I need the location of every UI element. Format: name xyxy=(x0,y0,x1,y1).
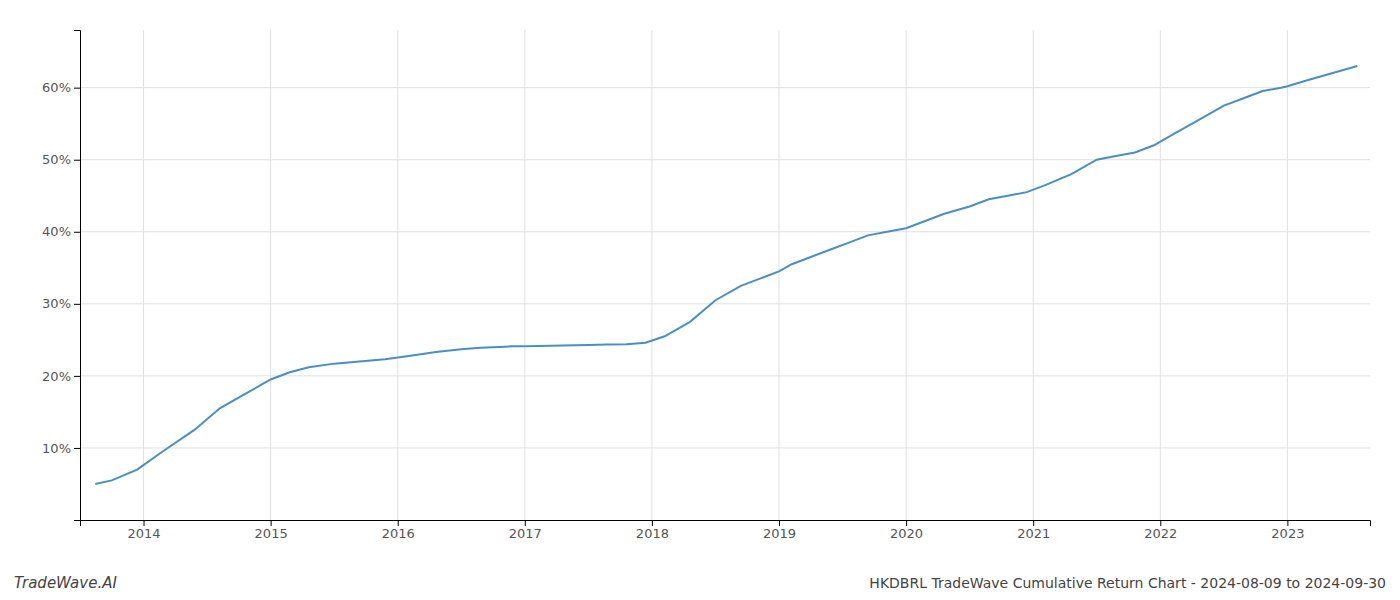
tick: 2016 xyxy=(382,520,415,541)
tick-label: 2020 xyxy=(890,526,923,541)
grid-line xyxy=(80,447,1370,448)
grid-line xyxy=(143,30,144,520)
tick-label: 2015 xyxy=(255,526,288,541)
chart: 2014 2015 2016 2017 2018 2019 2020 2021 2022 2023… xyxy=(0,0,1400,600)
grid-line xyxy=(80,87,1370,88)
tick-mark xyxy=(144,520,145,526)
tick-mark xyxy=(74,448,80,449)
tick-label: 2019 xyxy=(763,526,796,541)
tick-mark xyxy=(74,232,80,233)
tick-label: 40% xyxy=(42,224,71,239)
tick-mark xyxy=(1287,520,1288,526)
tick-label: 60% xyxy=(42,80,71,95)
grid-line xyxy=(270,30,271,520)
tick-mark xyxy=(74,376,80,377)
tick-label: 2018 xyxy=(636,526,669,541)
watermark: TradeWave.AI xyxy=(14,574,117,592)
grid-line xyxy=(397,30,398,520)
grid-line xyxy=(524,30,525,520)
grid-line xyxy=(80,159,1370,160)
tick: 40% xyxy=(42,224,80,239)
tick-label: 20% xyxy=(42,369,71,384)
tick: 20% xyxy=(42,369,80,384)
line xyxy=(95,66,1357,484)
title: HKDBRL TradeWave Cumulative Return Chart… xyxy=(869,575,1386,591)
tick: 2014 xyxy=(127,520,160,541)
grid-line xyxy=(1160,30,1161,520)
tick: 30% xyxy=(42,296,80,311)
grid xyxy=(80,30,1370,520)
tick-label: 10% xyxy=(42,441,71,456)
axis-line xyxy=(81,521,1371,527)
tick: 2015 xyxy=(255,520,288,541)
tick-mark xyxy=(271,520,272,526)
tick-label: 2022 xyxy=(1144,526,1177,541)
tick-label: 2021 xyxy=(1017,526,1050,541)
tick-mark xyxy=(779,520,780,526)
tick: 2023 xyxy=(1271,520,1304,541)
plot-area xyxy=(95,66,1357,484)
grid-line xyxy=(651,30,652,520)
grid-line xyxy=(779,30,780,520)
tick-label: 2023 xyxy=(1271,526,1304,541)
tick-mark xyxy=(652,520,653,526)
grid-line xyxy=(1033,30,1034,520)
tick-label: 2017 xyxy=(509,526,542,541)
y-axis: 10% 20% 30% 40% 50% 60% xyxy=(42,31,80,521)
x-axis: 2014 2015 2016 2017 2018 2019 2020 2021 2022 2023 xyxy=(81,520,1371,541)
tick-mark xyxy=(906,520,907,526)
axis-line xyxy=(74,31,81,521)
grid-line xyxy=(80,375,1370,376)
grid-line xyxy=(80,231,1370,232)
tick: 2019 xyxy=(763,520,796,541)
tick: 50% xyxy=(42,152,80,167)
tick-label: 2014 xyxy=(127,526,160,541)
grid-line xyxy=(906,30,907,520)
tick-mark xyxy=(398,520,399,526)
tick: 2020 xyxy=(890,520,923,541)
tick: 2017 xyxy=(509,520,542,541)
tick: 10% xyxy=(42,441,80,456)
tick-mark xyxy=(525,520,526,526)
tick: 60% xyxy=(42,80,80,95)
tick-mark xyxy=(74,160,80,161)
tick: 2021 xyxy=(1017,520,1050,541)
tick-label: 2016 xyxy=(382,526,415,541)
tick-label: 30% xyxy=(42,296,71,311)
tick: 2018 xyxy=(636,520,669,541)
tick-mark xyxy=(74,304,80,305)
grid-line xyxy=(1287,30,1288,520)
grid-line xyxy=(80,303,1370,304)
tick-mark xyxy=(1033,520,1034,526)
tick-mark xyxy=(74,88,80,89)
tick: 2022 xyxy=(1144,520,1177,541)
tick-mark xyxy=(1160,520,1161,526)
tick-label: 50% xyxy=(42,152,71,167)
